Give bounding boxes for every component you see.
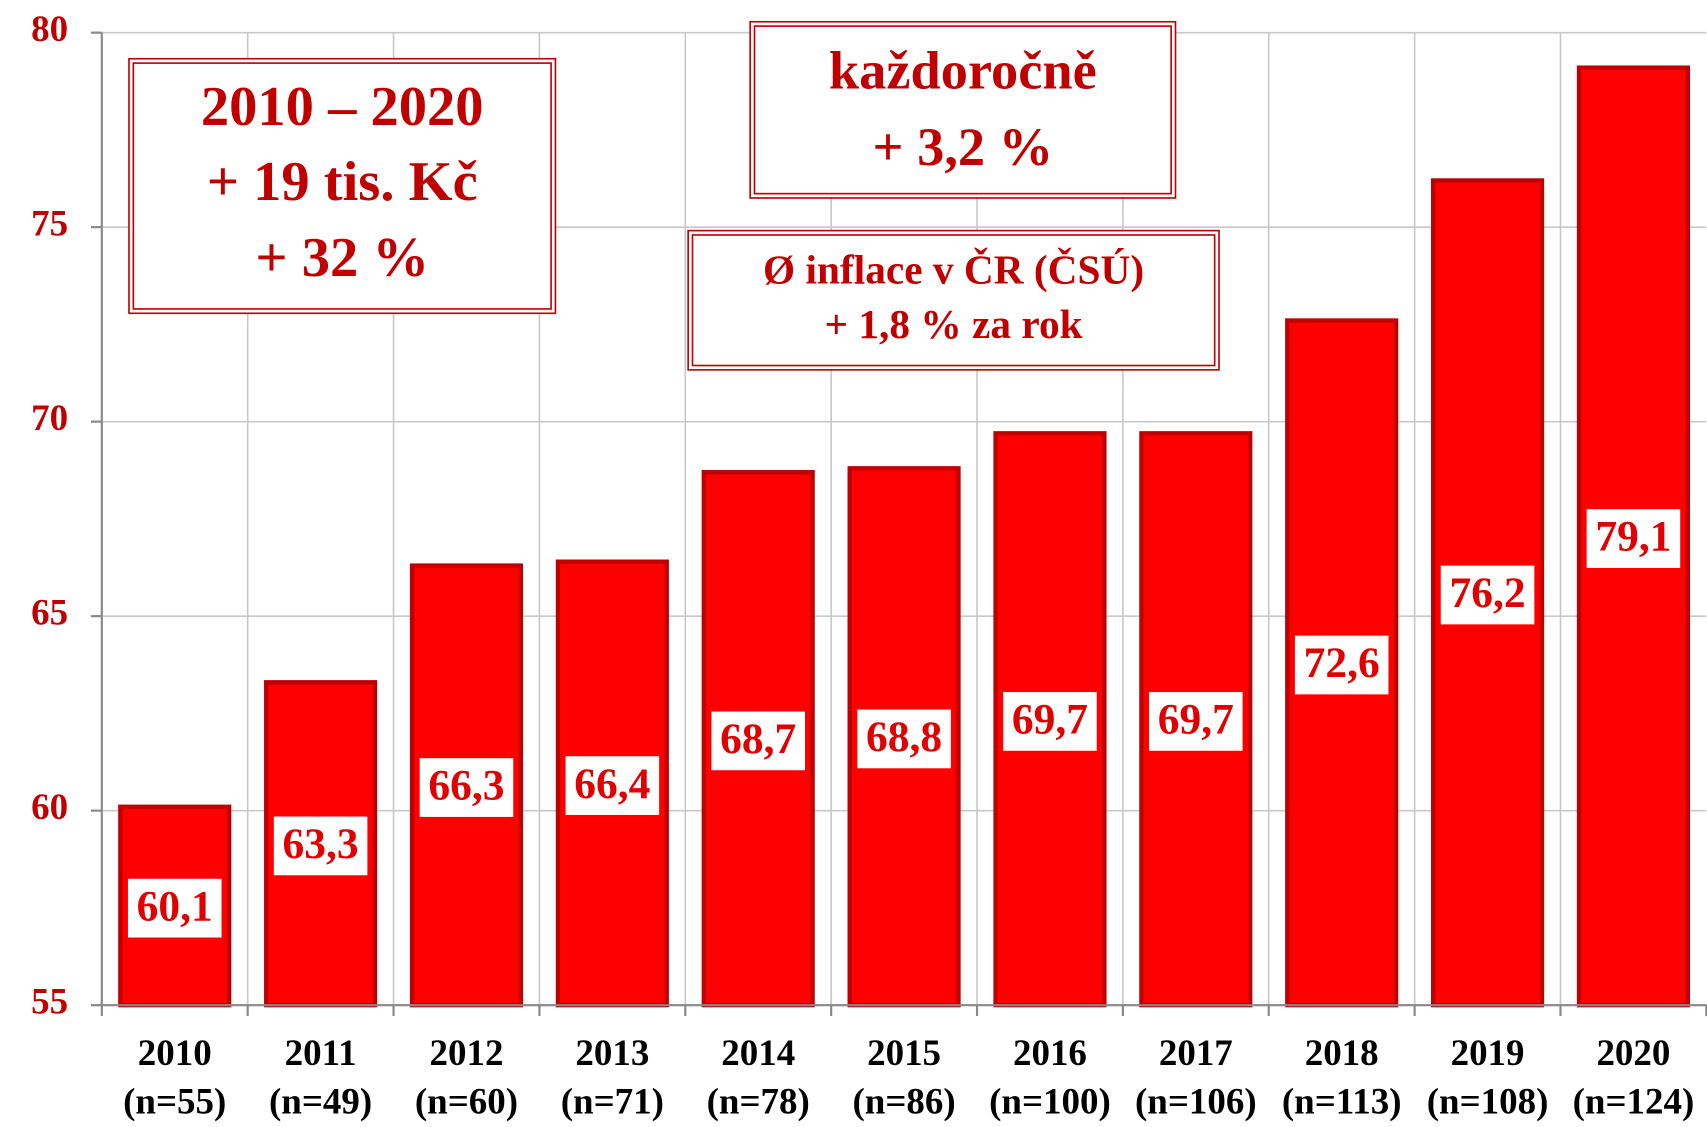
x-tick-sublabel: (n=60) xyxy=(415,1081,518,1123)
value-label-box xyxy=(127,878,222,938)
y-tick-label: 80 xyxy=(31,8,68,49)
value-label: 66,3 xyxy=(428,762,504,810)
y-tick-label: 70 xyxy=(31,397,68,438)
value-label-box xyxy=(711,711,805,771)
y-tick-label: 65 xyxy=(31,592,68,633)
annotation-text: + 32 % xyxy=(255,227,429,289)
annotation-text: Ø inflace v ČR (ČSÚ) xyxy=(763,246,1144,294)
annotation-text: + 19 tis. Kč xyxy=(207,151,478,213)
value-label: 68,8 xyxy=(866,713,942,761)
y-tick-label: 60 xyxy=(31,786,68,827)
value-label: 63,3 xyxy=(283,820,359,868)
annotations: 2010 – 2020 + 19 tis. Kč + 32 % každoročně +… xyxy=(128,20,1220,371)
x-tick-label: 2017 xyxy=(1159,1032,1233,1073)
value-label-box xyxy=(565,756,660,815)
x-tick-label: 2016 xyxy=(1013,1032,1087,1073)
x-tick-label: 2014 xyxy=(721,1032,795,1073)
value-label: 69,7 xyxy=(1012,696,1088,744)
annotation-text: + 3,2 % xyxy=(873,117,1054,177)
x-tick-sublabel: (n=71) xyxy=(561,1081,664,1123)
x-tick-label: 2020 xyxy=(1596,1032,1670,1073)
x-tick-label: 2019 xyxy=(1451,1032,1525,1073)
value-label: 68,7 xyxy=(720,715,796,763)
bars: 60,1 63,3 66,3 66,4 68,7 68,8 69,7 69,7 72,6 76,2… xyxy=(118,65,1690,1008)
x-tick-sublabel: (n=106) xyxy=(1135,1081,1257,1123)
value-label: 69,7 xyxy=(1158,696,1234,744)
value-label-box xyxy=(857,709,951,769)
x-tick-sublabel: (n=78) xyxy=(707,1081,810,1123)
value-label-box xyxy=(1294,635,1389,695)
y-tick-label: 55 xyxy=(31,981,68,1022)
x-tick-label: 2012 xyxy=(430,1032,504,1073)
annotation-box-inner xyxy=(753,25,1172,195)
x-tick-label: 2010 xyxy=(138,1032,212,1073)
x-tick-sublabel: (n=113) xyxy=(1282,1081,1402,1123)
annotation-text: + 1,8 % za rok xyxy=(825,301,1083,347)
value-label-box xyxy=(1586,509,1681,568)
x-tick-sublabel: (n=100) xyxy=(989,1081,1111,1123)
annotation-text: každoročně xyxy=(829,41,1097,101)
annotation-box xyxy=(749,20,1177,199)
value-label: 66,4 xyxy=(574,760,650,808)
value-label-box xyxy=(273,816,368,876)
value-label: 72,6 xyxy=(1304,639,1380,687)
annotation-text: 2010 – 2020 xyxy=(201,76,484,138)
value-label-box xyxy=(419,758,514,817)
x-tick-sublabel: (n=49) xyxy=(269,1081,372,1123)
annotation-box xyxy=(128,57,557,315)
value-label: 79,1 xyxy=(1595,513,1671,561)
x-tick-label: 2015 xyxy=(867,1032,941,1073)
x-tick-sublabel: (n=124) xyxy=(1573,1081,1695,1123)
value-label-box xyxy=(1149,692,1243,751)
value-label: 60,1 xyxy=(137,882,213,930)
annotation-box xyxy=(687,229,1220,371)
x-tick-label: 2013 xyxy=(575,1032,649,1073)
y-tick-label: 75 xyxy=(31,203,68,244)
value-label-box xyxy=(1440,565,1535,625)
x-tick-sublabel: (n=86) xyxy=(852,1081,955,1123)
x-tick-label: 2018 xyxy=(1305,1032,1379,1073)
annotation-box-inner xyxy=(132,62,552,310)
value-label-box xyxy=(1003,692,1097,751)
x-tick-sublabel: (n=55) xyxy=(123,1081,226,1123)
annotation-box-inner xyxy=(691,234,1216,367)
x-tick-label: 2011 xyxy=(285,1032,357,1073)
x-tick-sublabel: (n=108) xyxy=(1427,1081,1549,1123)
value-label: 76,2 xyxy=(1449,569,1525,617)
